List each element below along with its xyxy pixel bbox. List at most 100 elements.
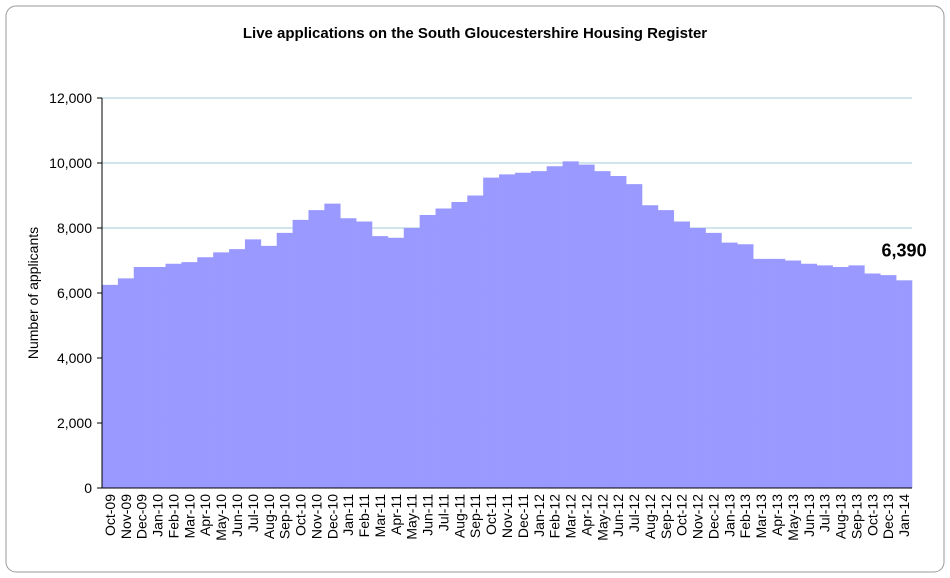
x-tick-label: Jul-10 bbox=[245, 494, 261, 532]
data-label: 6,390 bbox=[882, 240, 927, 260]
bar bbox=[372, 236, 389, 488]
bar bbox=[483, 177, 500, 488]
bar bbox=[705, 232, 722, 488]
bar bbox=[721, 242, 738, 488]
y-tick-label: 10,000 bbox=[49, 155, 92, 171]
bar bbox=[864, 273, 881, 488]
bar bbox=[816, 265, 833, 488]
x-tick-label: Jan-13 bbox=[721, 494, 737, 537]
x-tick-label: Dec-13 bbox=[880, 494, 896, 539]
x-tick-label: Jun-12 bbox=[610, 494, 626, 537]
bar bbox=[244, 239, 262, 488]
bar bbox=[181, 262, 198, 488]
x-tick-label: Apr-13 bbox=[769, 494, 785, 536]
x-tick-label: Jun-10 bbox=[229, 494, 245, 537]
y-axis-label: Number of applicants bbox=[25, 227, 41, 359]
x-tick-label: Dec-09 bbox=[134, 494, 150, 539]
x-tick-label: Aug-13 bbox=[833, 494, 849, 539]
bar bbox=[673, 221, 690, 488]
bar bbox=[832, 267, 849, 488]
bar bbox=[308, 210, 325, 488]
x-tick-label: Oct-09 bbox=[102, 494, 118, 536]
bar bbox=[753, 258, 770, 488]
x-tick-label: Feb-12 bbox=[547, 494, 563, 539]
x-tick-label: May-11 bbox=[404, 494, 420, 540]
bar bbox=[514, 172, 532, 488]
x-tick-label: Nov-10 bbox=[308, 494, 324, 539]
x-tick-label: Feb-10 bbox=[165, 494, 181, 539]
x-tick-label: May-10 bbox=[213, 494, 229, 541]
bar bbox=[260, 245, 278, 488]
x-tick-label: Sep-11 bbox=[467, 494, 483, 538]
bar bbox=[340, 218, 357, 488]
x-tick-label: Jun-13 bbox=[801, 494, 817, 537]
bar bbox=[213, 252, 230, 488]
bar bbox=[784, 260, 802, 488]
bar bbox=[467, 195, 484, 488]
bar bbox=[451, 202, 468, 488]
chart-title: Live applications on the South Glouceste… bbox=[243, 25, 707, 42]
x-tick-label: Nov-09 bbox=[118, 494, 134, 539]
x-tick-label: Dec-11 bbox=[515, 494, 531, 538]
x-tick-label: Mar-10 bbox=[181, 494, 197, 539]
y-tick-label: 8,000 bbox=[57, 220, 92, 236]
x-tick-label: Mar-12 bbox=[563, 494, 579, 539]
bar bbox=[896, 280, 913, 488]
x-tick-label: Jul-11 bbox=[435, 494, 451, 531]
bar bbox=[578, 164, 595, 488]
bar bbox=[530, 171, 548, 488]
bar bbox=[292, 219, 309, 488]
x-tick-label: Sep-12 bbox=[658, 494, 674, 539]
bar bbox=[769, 258, 786, 488]
x-tick-label: Apr-11 bbox=[388, 494, 404, 535]
x-tick-label: Aug-12 bbox=[642, 494, 658, 539]
bar bbox=[117, 278, 135, 488]
x-tick-label: Oct-12 bbox=[674, 494, 690, 536]
y-tick-label: 0 bbox=[84, 480, 92, 496]
bar bbox=[800, 263, 818, 488]
x-tick-label: Dec-10 bbox=[324, 494, 340, 539]
x-tick-label: Oct-13 bbox=[864, 494, 880, 536]
x-tick-label: Jul-12 bbox=[626, 494, 642, 532]
x-tick-label: Dec-12 bbox=[705, 494, 721, 539]
bar bbox=[546, 166, 563, 488]
bar bbox=[403, 228, 420, 488]
x-tick-label: Aug-10 bbox=[261, 494, 277, 539]
x-tick-label: May-13 bbox=[785, 494, 801, 541]
x-tick-label: May-12 bbox=[594, 494, 610, 541]
x-tick-label: Feb-13 bbox=[737, 494, 753, 539]
bar bbox=[276, 232, 293, 488]
bar bbox=[149, 267, 166, 488]
y-tick-label: 12,000 bbox=[49, 90, 92, 106]
bar bbox=[419, 215, 436, 488]
x-tick-label: Apr-10 bbox=[197, 494, 213, 536]
bar bbox=[133, 267, 150, 488]
x-tick-label: Mar-13 bbox=[753, 494, 769, 539]
x-tick-label: Jan-11 bbox=[340, 494, 356, 536]
bar bbox=[848, 265, 865, 488]
bar bbox=[880, 275, 897, 488]
x-tick-label: Oct-10 bbox=[293, 494, 309, 536]
x-tick-label: Jan-12 bbox=[531, 494, 547, 537]
bar bbox=[610, 176, 627, 488]
x-tick-label: Apr-12 bbox=[578, 494, 594, 536]
y-tick-label: 6,000 bbox=[57, 285, 92, 301]
bar bbox=[229, 249, 246, 488]
bar bbox=[324, 203, 341, 488]
bar bbox=[642, 205, 659, 488]
bar bbox=[626, 184, 643, 488]
bar bbox=[499, 174, 516, 488]
bar bbox=[165, 263, 182, 488]
y-tick-label: 4,000 bbox=[57, 350, 92, 366]
x-tick-label: Nov-11 bbox=[499, 494, 515, 538]
bar bbox=[102, 284, 119, 488]
x-tick-label: Jun-11 bbox=[420, 494, 436, 536]
bar bbox=[197, 257, 214, 488]
x-tick-label: Jan-14 bbox=[896, 494, 912, 537]
bar bbox=[387, 237, 405, 488]
x-tick-label: Aug-11 bbox=[451, 494, 467, 538]
x-tick-label: Sep-13 bbox=[848, 494, 864, 539]
bar bbox=[737, 244, 754, 488]
x-tick-label: Nov-12 bbox=[690, 494, 706, 539]
